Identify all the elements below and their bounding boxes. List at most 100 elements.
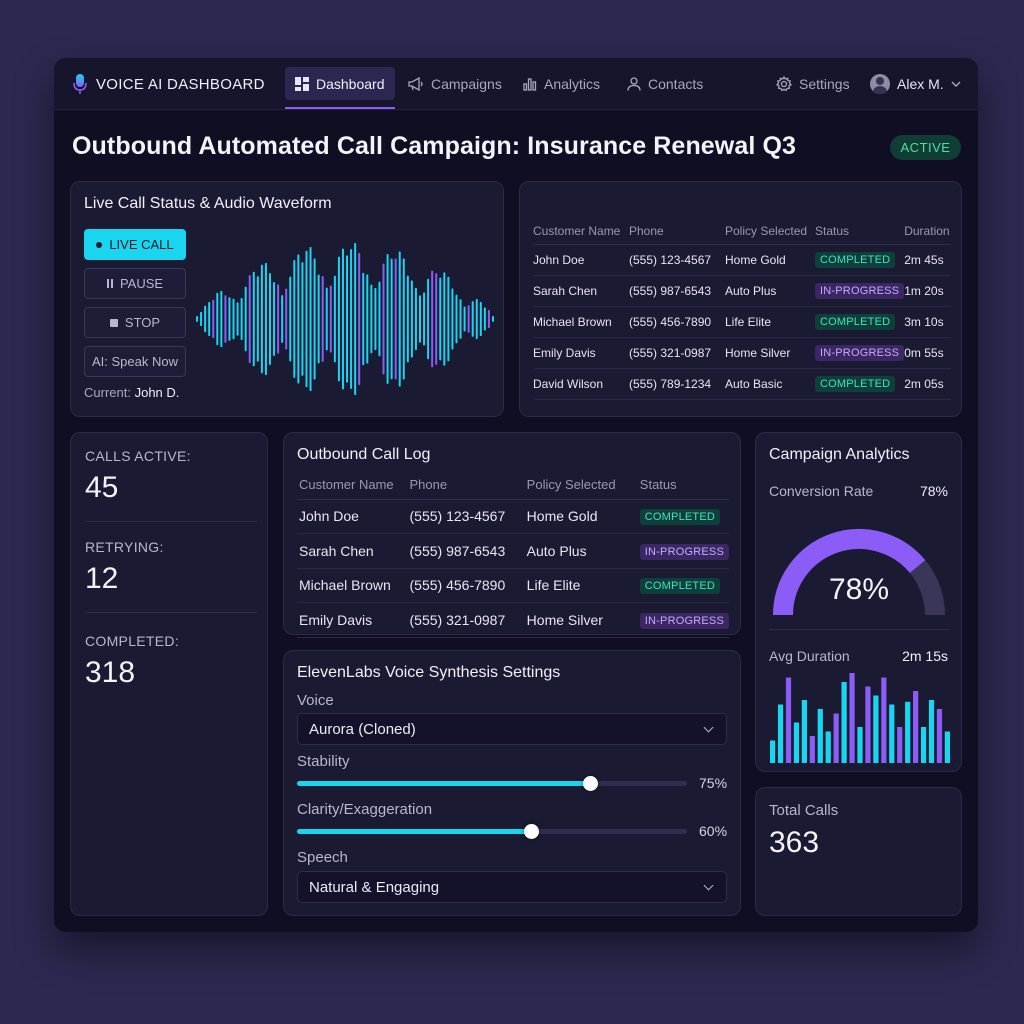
stop-button[interactable]: STOP xyxy=(84,307,186,338)
clarity-label: Clarity/Exaggeration xyxy=(297,801,433,818)
cell-customer-name: John Doe xyxy=(533,244,629,276)
cell-phone: (555) 123-4567 xyxy=(629,244,725,276)
total-calls-card: Total Calls 363 xyxy=(755,787,962,916)
table-row[interactable]: Sarah Chen (555) 987-6543 Auto Plus IN-PROG… xyxy=(297,533,729,569)
cell-phone: (555) 321-0987 xyxy=(409,602,527,638)
table-row[interactable]: Michael Brown (555) 456-7890 Life Elite COM… xyxy=(533,306,951,338)
stability-handle[interactable] xyxy=(582,776,598,791)
cell-phone: (555) 789-1234 xyxy=(629,368,725,400)
status-badge: COMPLETED xyxy=(639,509,721,526)
duration-bar xyxy=(944,731,950,763)
conversion-row: Conversion Rate 78% xyxy=(769,483,948,499)
duration-bar xyxy=(841,682,847,763)
cell-duration: 3m 10s xyxy=(904,306,951,338)
cell-status: IN-PROGRESS xyxy=(639,602,729,638)
duration-bar xyxy=(849,673,855,763)
speech-select[interactable]: Natural & Engaging xyxy=(297,871,727,903)
chevron-down-icon xyxy=(951,81,961,87)
gauge-value: 78% xyxy=(828,573,890,606)
cell-customer-name: Michael Brown xyxy=(297,568,410,603)
nav-contacts-label: Contacts xyxy=(648,75,704,92)
stability-slider[interactable] xyxy=(297,776,687,791)
avatar xyxy=(870,73,890,94)
duration-bar xyxy=(897,727,903,763)
nav-campaigns[interactable]: Campaigns xyxy=(398,67,512,100)
cell-policy: Auto Basic xyxy=(725,368,815,400)
pause-label: PAUSE xyxy=(119,276,164,291)
audio-waveform xyxy=(196,242,494,396)
cell-policy: Home Silver xyxy=(725,337,815,369)
brand[interactable]: VOICE AI DASHBOARD xyxy=(72,58,265,110)
cell-customer-name: John Doe xyxy=(297,499,410,534)
status-badge: IN-PROGRESS xyxy=(815,282,905,299)
completed-label: COMPLETED: xyxy=(85,633,180,649)
table-header-row: Customer Name Phone Policy Selected Stat… xyxy=(297,471,729,500)
speech-select-value: Natural & Engaging xyxy=(309,878,440,896)
nav-analytics-label: Analytics xyxy=(544,75,601,92)
settings-link[interactable]: Settings xyxy=(776,67,850,100)
user-menu[interactable]: Alex M. xyxy=(870,67,961,100)
current-value: John D. xyxy=(134,385,180,400)
avg-duration-row: Avg Duration 2m 15s xyxy=(769,648,948,664)
duration-bar xyxy=(801,700,807,763)
clarity-handle[interactable] xyxy=(524,824,539,839)
table-row[interactable]: John Doe (555) 123-4567 Home Gold COMPLETED xyxy=(297,499,729,534)
call-status-table: Customer Name Phone Policy Selected Stat… xyxy=(533,218,951,400)
nav-contacts[interactable]: Contacts xyxy=(617,67,713,100)
duration-bar xyxy=(833,713,839,763)
col-duration: Duration xyxy=(904,218,951,245)
duration-bar xyxy=(817,709,823,763)
table-row[interactable]: Emily Davis (555) 321-0987 Home Silver IN-P… xyxy=(297,602,729,638)
pause-button[interactable]: PAUSE xyxy=(84,268,186,299)
table-row[interactable]: Sarah Chen (555) 987-6543 Auto Plus IN-PROG… xyxy=(533,275,951,307)
live-dot-icon xyxy=(96,241,103,248)
duration-bar xyxy=(873,695,879,763)
cell-status: IN-PROGRESS xyxy=(639,533,729,569)
duration-bar xyxy=(785,677,792,763)
cell-policy: Life Elite xyxy=(526,568,640,603)
cell-phone: (555) 987-6543 xyxy=(629,275,725,307)
conversion-value: 78% xyxy=(919,483,948,499)
stability-label: Stability xyxy=(297,753,350,770)
speak-now-button[interactable]: AI: Speak Now xyxy=(84,346,186,377)
table-row[interactable]: Emily Davis (555) 321-0987 Home Silver IN-P… xyxy=(533,337,951,369)
top-nav: VOICE AI DASHBOARD Dashboard Campaigns A… xyxy=(54,58,978,110)
table-header-row: Customer Name Phone Policy Selected Stat… xyxy=(533,218,951,245)
nav-analytics[interactable]: Analytics xyxy=(513,67,610,100)
table-row[interactable]: David Wilson (555) 789-1234 Auto Basic COMP… xyxy=(533,368,951,400)
voice-select[interactable]: Aurora (Cloned) xyxy=(297,713,727,745)
speak-now-label: AI: Speak Now xyxy=(92,354,178,369)
cell-policy: Auto Plus xyxy=(725,275,815,307)
cell-policy: Life Elite xyxy=(725,306,815,338)
nav-dashboard[interactable]: Dashboard xyxy=(285,67,395,109)
divider xyxy=(769,629,949,630)
col-customer-name: Customer Name xyxy=(533,218,629,245)
live-call-button[interactable]: LIVE CALL xyxy=(84,229,186,260)
voice-settings-card: ElevenLabs Voice Synthesis Settings Voic… xyxy=(283,650,741,916)
pause-icon xyxy=(106,279,113,288)
status-badge: COMPLETED xyxy=(815,375,896,392)
clarity-slider[interactable] xyxy=(297,824,687,839)
conversion-label: Conversion Rate xyxy=(769,483,874,499)
cell-status: COMPLETED xyxy=(815,306,905,338)
table-row[interactable]: John Doe (555) 123-4567 Home Gold COMPLETED… xyxy=(533,244,951,276)
status-badge: COMPLETED xyxy=(639,578,721,595)
status-badge: IN-PROGRESS xyxy=(639,612,729,629)
stability-value: 75% xyxy=(699,775,728,791)
duration-bar xyxy=(809,736,815,763)
cell-status: IN-PROGRESS xyxy=(815,337,905,369)
stop-label: STOP xyxy=(124,315,161,330)
call-log-card: Outbound Call Log Customer Name Phone Po… xyxy=(283,432,741,638)
live-call-title: Live Call Status & Audio Waveform xyxy=(84,195,332,212)
col-policy: Policy Selected xyxy=(526,471,640,500)
status-badge: COMPLETED xyxy=(815,251,896,268)
table-row[interactable]: Michael Brown (555) 456-7890 Life Elite COM… xyxy=(297,568,729,603)
chevron-down-icon xyxy=(703,880,714,891)
cell-phone: (555) 321-0987 xyxy=(629,337,725,369)
clarity-value: 60% xyxy=(699,823,728,839)
stability-fill xyxy=(297,781,590,786)
duration-bar xyxy=(920,727,927,763)
status-badge: IN-PROGRESS xyxy=(639,543,729,560)
total-calls-value: 363 xyxy=(769,826,820,859)
cell-phone: (555) 456-7890 xyxy=(629,306,725,338)
